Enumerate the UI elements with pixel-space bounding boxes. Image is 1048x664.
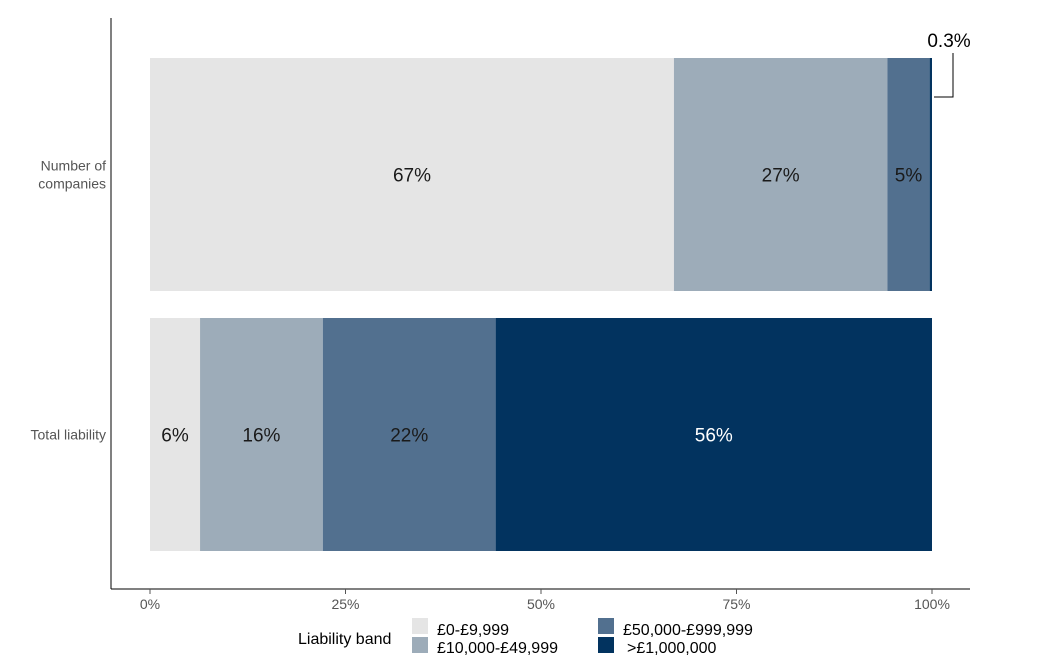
segment-labels: 67% 27% 5% 6% 16% 22% 56% [161,166,922,447]
legend-key-10-000-49-999 [412,637,428,653]
legend-label-10-000-49-999: £10,000-£49,999 [437,640,558,657]
x-tick-label-25: 25% [331,596,359,612]
x-tick-label-75: 75% [722,596,750,612]
segment-label-total-liability-50-000-999-999: 22% [390,426,428,447]
legend-key-50-000-999-999 [598,618,614,634]
callout-leader-line [934,53,954,98]
category-label-number-of-companies: Number of companies [38,158,106,192]
bar-segment-number-of-companies-0-9-999 [150,58,674,291]
bar-segment-total-liability-0-9-999 [150,318,201,551]
callout-label: 0.3% [927,31,970,52]
legend: Liability band £0-£9,999£10,000-£49,999 £5… [298,618,753,657]
legend-label-0-9-999: £0-£9,999 [437,622,509,639]
legend-title: Liability band [298,631,391,648]
axes: 0% 25% 50% 75% 100% Number of companies Total l… [31,18,970,612]
bar-segment-number-of-companies-50-000-999-999 [887,58,930,291]
x-tick-label-100: 100% [914,596,950,612]
category-label-total-liability: Total liability [31,427,106,443]
segment-label-number-of-companies-50-000-999-999: 5% [895,166,923,187]
bar-segments [150,58,932,551]
bar-segment-total-liability-50-000-999-999 [322,318,496,551]
x-tick-label-50: 50% [527,596,555,612]
legend-label-50-000-999-999: £50,000-£999,999 [623,622,753,639]
segment-label-number-of-companies-10-000-49-999: 27% [762,166,800,187]
bar-segment-number-of-companies-10-000-49-999 [673,58,888,291]
bar-segment-total-liability-1-000-000 [495,318,932,551]
segment-label-total-liability-0-9-999: 6% [161,426,189,447]
segment-label-total-liability-1-000-000: 56% [695,426,733,447]
legend-key-0-9-999 [412,618,428,634]
legend-label-1-000-000: >£1,000,000 [627,640,717,657]
bar-segment-number-of-companies-1-000-000 [929,58,932,291]
x-tick-label-0: 0% [140,596,160,612]
segment-label-number-of-companies-0-9-999: 67% [393,166,431,187]
segment-label-total-liability-10-000-49-999: 16% [242,426,280,447]
legend-key-1-000-000 [598,637,614,653]
bar-segment-total-liability-10-000-49-999 [200,318,323,551]
callouts: 0.3% [927,31,971,98]
